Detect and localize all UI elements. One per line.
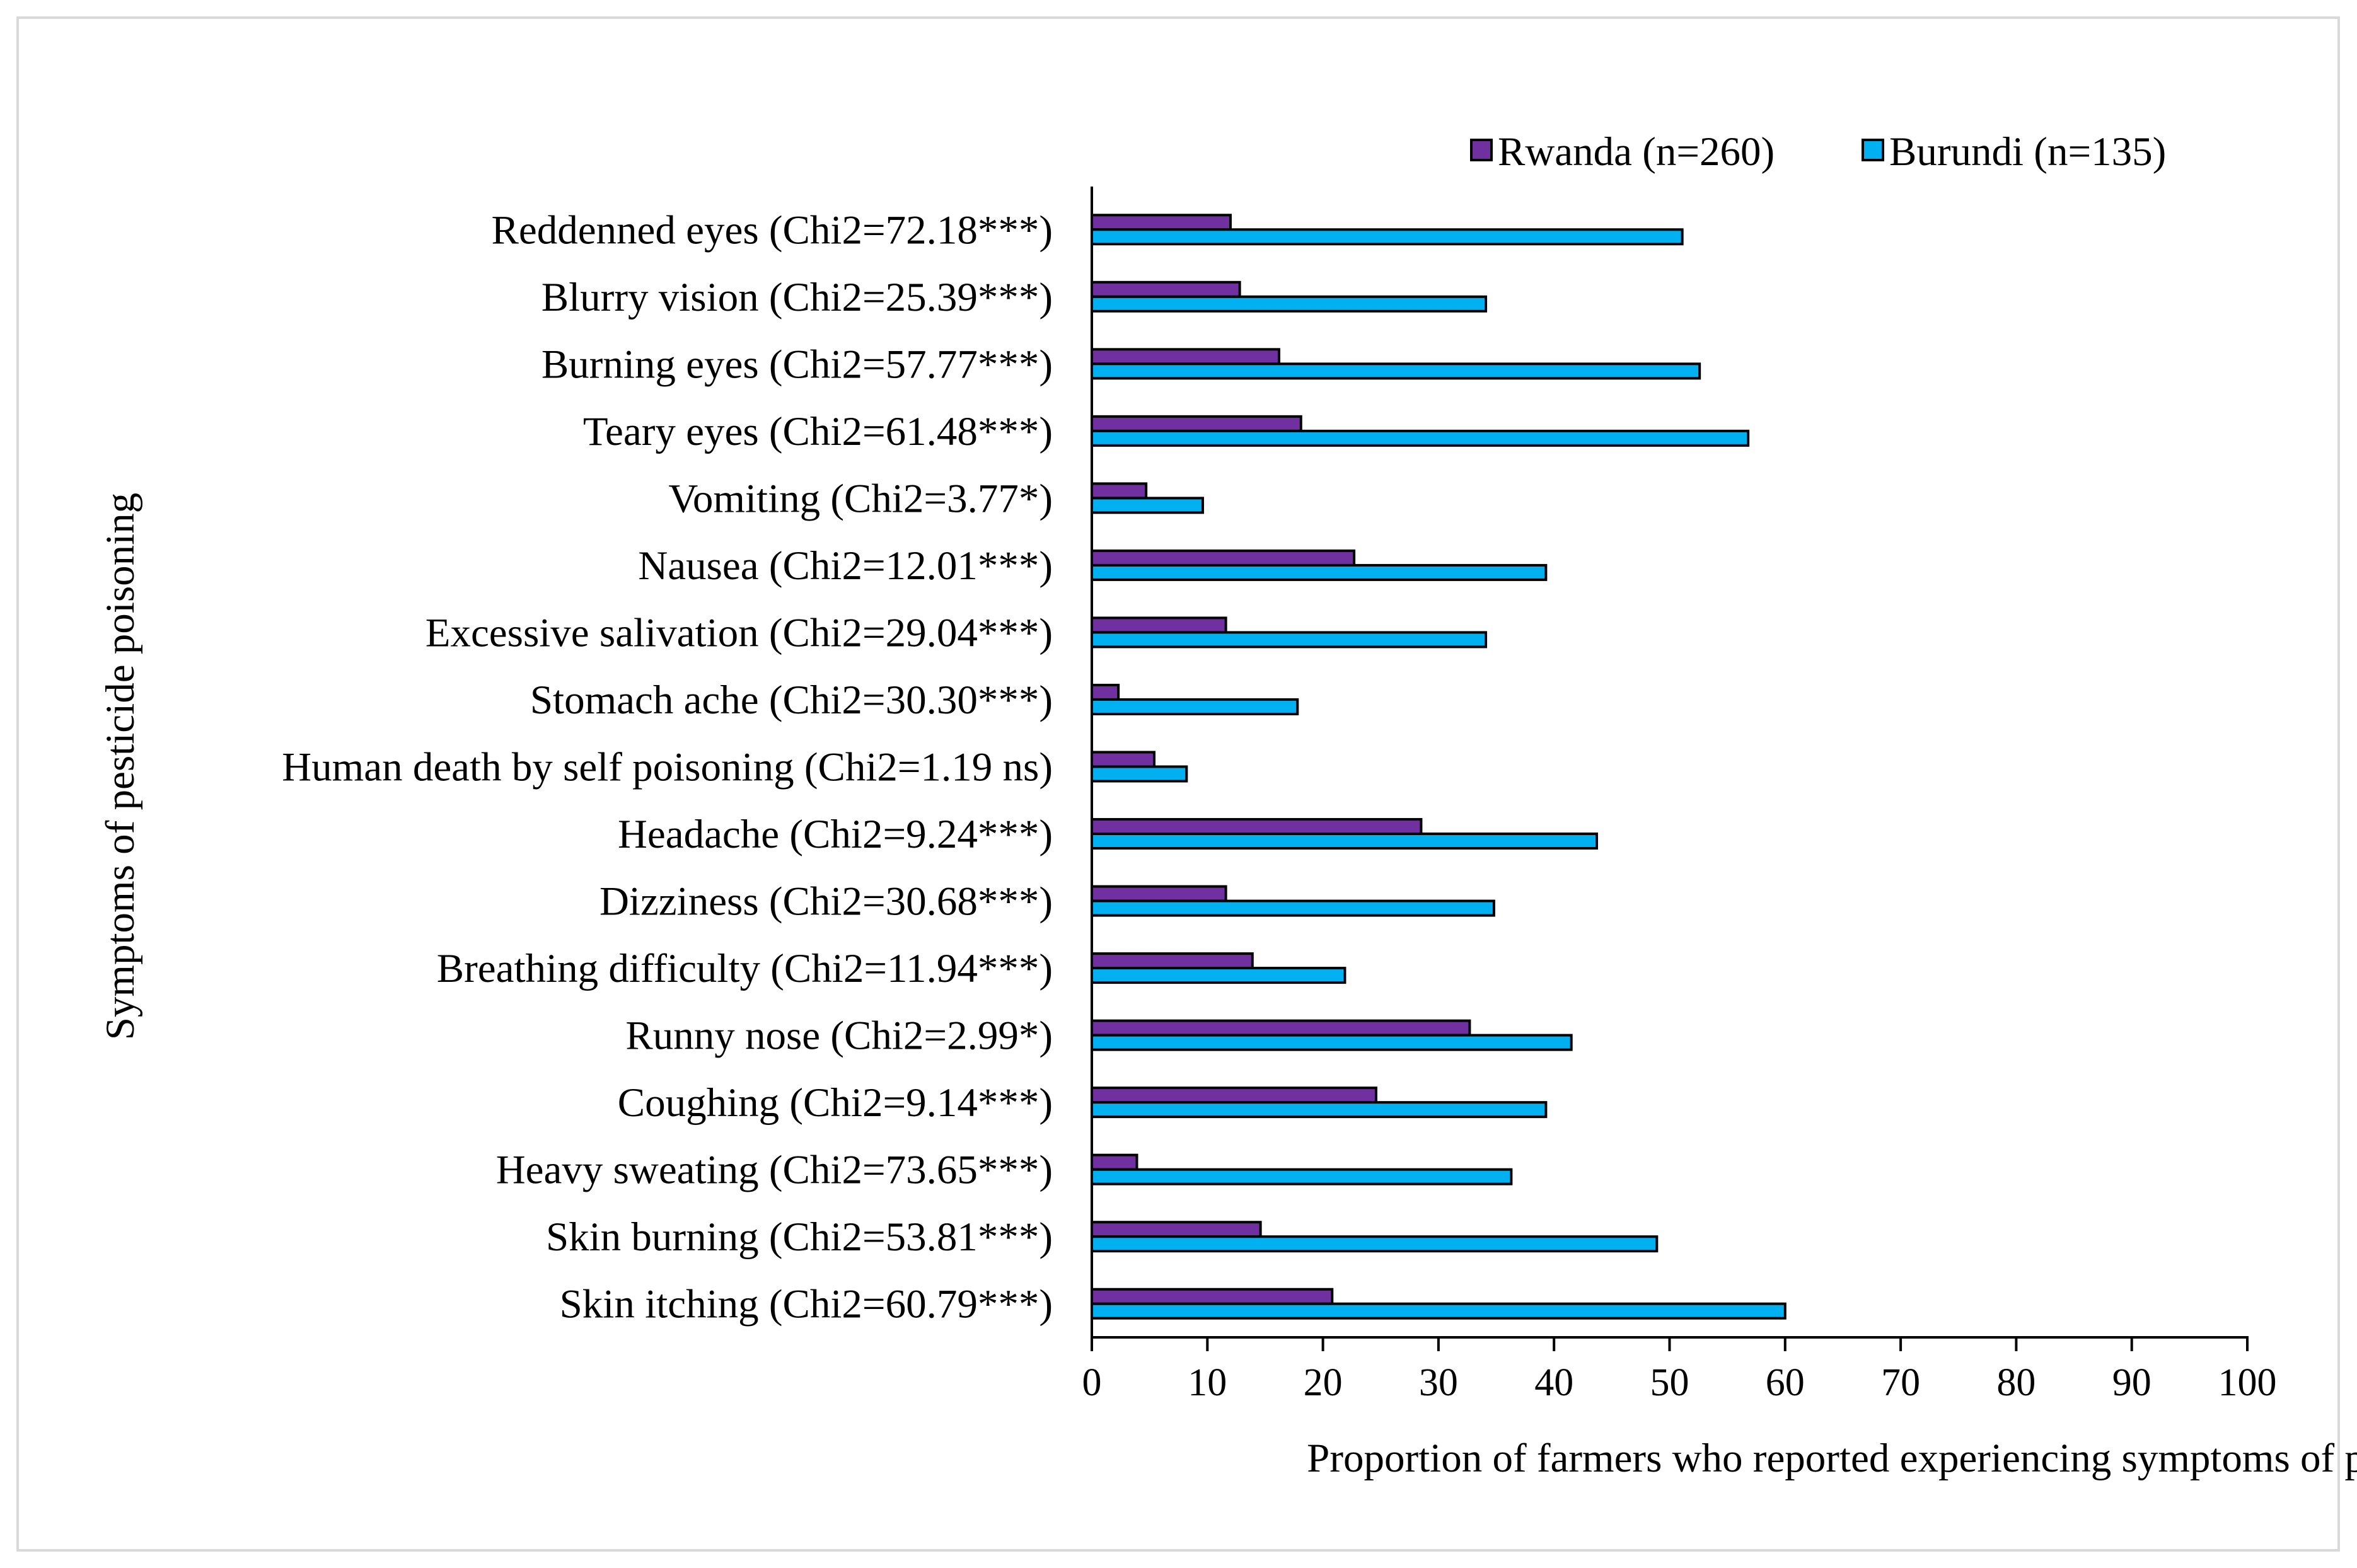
x-tick-label: 80: [1996, 1361, 2036, 1404]
bar-rwanda-1: [1091, 280, 1241, 298]
x-tick-label: 90: [2112, 1361, 2151, 1404]
bar-burundi-2: [1091, 362, 1701, 380]
bar-rwanda-12: [1091, 1019, 1471, 1037]
category-label: Headache (Chi2=9.24***): [618, 812, 1053, 857]
bar-rwanda-4: [1091, 482, 1148, 500]
bar-rwanda-0: [1091, 214, 1232, 231]
x-tick-label: 40: [1534, 1361, 1573, 1404]
x-tick-label: 30: [1419, 1361, 1458, 1404]
bar-rwanda-13: [1091, 1087, 1377, 1104]
category-label: Runny nose (Chi2=2.99*): [625, 1013, 1053, 1059]
bar-burundi-15: [1091, 1235, 1659, 1253]
bar-burundi-4: [1091, 497, 1204, 514]
x-tick-label: 60: [1766, 1361, 1805, 1404]
category-label: Human death by self poisoning (Chi2=1.19…: [282, 745, 1053, 790]
bar-burundi-10: [1091, 899, 1495, 917]
category-label: Excessive salivation (Chi2=29.04***): [426, 610, 1053, 655]
category-label: Reddenned eyes (Chi2=72.18***): [491, 207, 1053, 253]
x-tick-label: 100: [2218, 1361, 2277, 1404]
x-tick-label: 10: [1188, 1361, 1227, 1404]
bar-rwanda-6: [1091, 616, 1227, 634]
bar-burundi-3: [1091, 429, 1750, 447]
x-axis-title: Proportion of farmers who reported exper…: [1307, 1436, 2357, 1481]
axes: 0 10 20 30 40 50 60 70 80 90 100: [1082, 187, 2277, 1404]
category-label: Heavy sweating (Chi2=73.65***): [496, 1148, 1053, 1193]
bar-rwanda-7: [1091, 683, 1120, 701]
y-axis-title: Symptoms of pesticide poisoning: [98, 493, 143, 1040]
category-labels: Reddenned eyes (Chi2=72.18***) Blurry vis…: [282, 207, 1053, 1327]
category-label: Teary eyes (Chi2=61.48***): [583, 409, 1053, 454]
category-label: Dizziness (Chi2=30.68***): [599, 879, 1053, 925]
bar-burundi-6: [1091, 631, 1488, 649]
bar-burundi-9: [1091, 833, 1599, 850]
bar-rwanda-15: [1091, 1221, 1262, 1238]
bar-rwanda-14: [1091, 1153, 1138, 1171]
category-label: Nausea (Chi2=12.01***): [638, 543, 1053, 589]
bar-rwanda-11: [1091, 952, 1254, 970]
bar-burundi-14: [1091, 1168, 1513, 1185]
bar-burundi-7: [1091, 698, 1299, 715]
bar-burundi-16: [1091, 1302, 1787, 1320]
category-label: Skin burning (Chi2=53.81***): [546, 1214, 1053, 1260]
legend: Rwanda (n=260) Burundi (n=135): [1470, 129, 2166, 175]
legend-label-burundi: Burundi (n=135): [1889, 129, 2166, 175]
category-label: Skin itching (Chi2=60.79***): [560, 1282, 1053, 1327]
bar-burundi-0: [1091, 228, 1684, 246]
legend-swatch-burundi: [1862, 139, 1884, 161]
bar-burundi-13: [1091, 1101, 1548, 1119]
category-label: Vomiting (Chi2=3.77*): [668, 476, 1053, 521]
bar-rwanda-5: [1091, 549, 1356, 567]
category-label: Burning eyes (Chi2=57.77***): [541, 342, 1053, 387]
legend-swatch-rwanda: [1470, 139, 1493, 161]
bar-burundi-12: [1091, 1034, 1573, 1051]
bar-rwanda-10: [1091, 885, 1227, 902]
bar-rwanda-8: [1091, 751, 1155, 768]
category-label: Blurry vision (Chi2=25.39***): [541, 275, 1053, 320]
x-tick-label: 0: [1082, 1361, 1102, 1404]
bar-rwanda-3: [1091, 415, 1302, 432]
bars: [1091, 214, 1787, 1320]
legend-label-rwanda: Rwanda (n=260): [1498, 129, 1775, 175]
bar-burundi-11: [1091, 967, 1346, 984]
bar-burundi-5: [1091, 563, 1548, 581]
x-tick-label: 20: [1304, 1361, 1343, 1404]
bar-burundi-1: [1091, 295, 1488, 313]
category-label: Stomach ache (Chi2=30.30***): [530, 677, 1053, 723]
x-tick-label: 50: [1650, 1361, 1689, 1404]
x-tick-label: 70: [1881, 1361, 1920, 1404]
bar-rwanda-16: [1091, 1288, 1334, 1305]
category-label: Breathing difficulty (Chi2=11.94***): [437, 946, 1053, 991]
bar-rwanda-9: [1091, 818, 1423, 836]
bar-rwanda-2: [1091, 348, 1280, 366]
category-label: Coughing (Chi2=9.14***): [618, 1080, 1053, 1126]
bar-burundi-8: [1091, 765, 1188, 783]
